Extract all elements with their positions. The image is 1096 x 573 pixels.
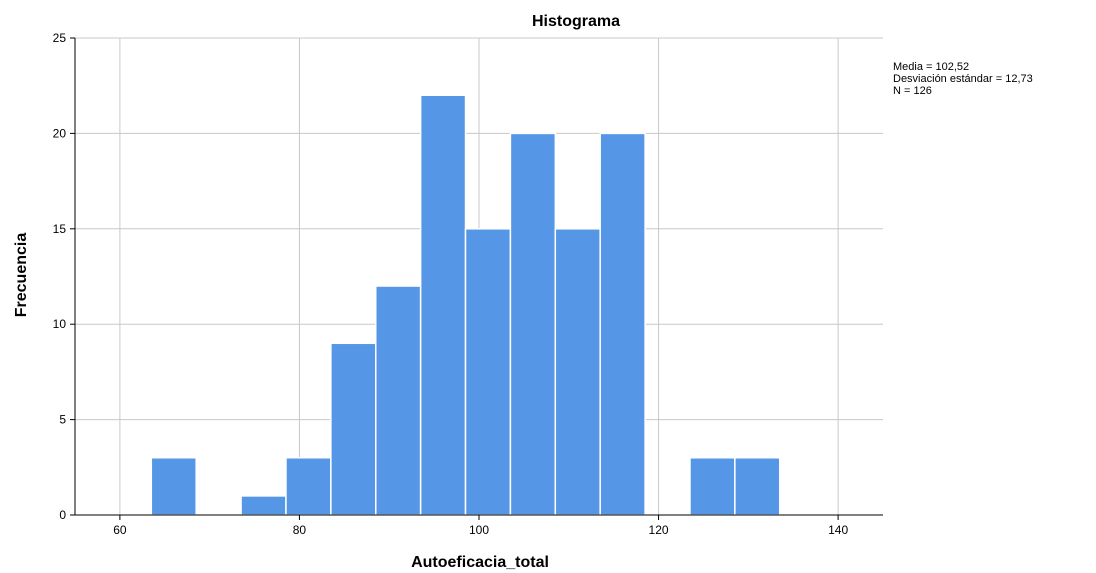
histogram-bar (734, 457, 781, 516)
stats-mean: Media = 102,52 (893, 61, 970, 73)
y-tick-label: 0 (59, 508, 66, 522)
chart-title: Histograma (532, 13, 620, 30)
tick-labels: 60 80 100 120 140 0 5 10 15 20 25 (53, 31, 849, 537)
y-axis-label: Frecuencia (13, 233, 30, 318)
histogram-bar (464, 228, 512, 516)
histogram-bar (554, 228, 601, 516)
x-tick-label: 60 (113, 523, 127, 537)
histogram-bar (285, 457, 332, 516)
y-tick-label: 20 (53, 126, 67, 140)
histogram-bar (240, 495, 287, 516)
stats-n: N = 126 (893, 85, 932, 97)
y-tick-label: 15 (53, 222, 67, 236)
stats-std: Desviación estándar = 12,73 (893, 73, 1033, 85)
histogram-bar (599, 132, 646, 516)
histogram-bar (375, 285, 422, 516)
histogram-bar (509, 132, 557, 516)
histogram-bar (419, 94, 467, 516)
histogram-bar (330, 342, 377, 516)
y-tick-label: 5 (59, 413, 66, 427)
histogram-bars (150, 94, 781, 516)
y-tick-label: 25 (53, 31, 67, 45)
x-tick-label: 80 (293, 523, 307, 537)
stats-box: Media = 102,52 Desviación estándar = 12,… (893, 61, 1033, 97)
x-tick-label: 140 (828, 523, 848, 537)
x-tick-label: 120 (649, 523, 669, 537)
histogram-bar (689, 457, 736, 516)
x-axis-label: Autoeficacia_total (411, 554, 549, 571)
axes (70, 37, 883, 520)
histogram-bar (150, 457, 197, 516)
x-tick-label: 100 (469, 523, 489, 537)
y-tick-label: 10 (53, 317, 67, 331)
